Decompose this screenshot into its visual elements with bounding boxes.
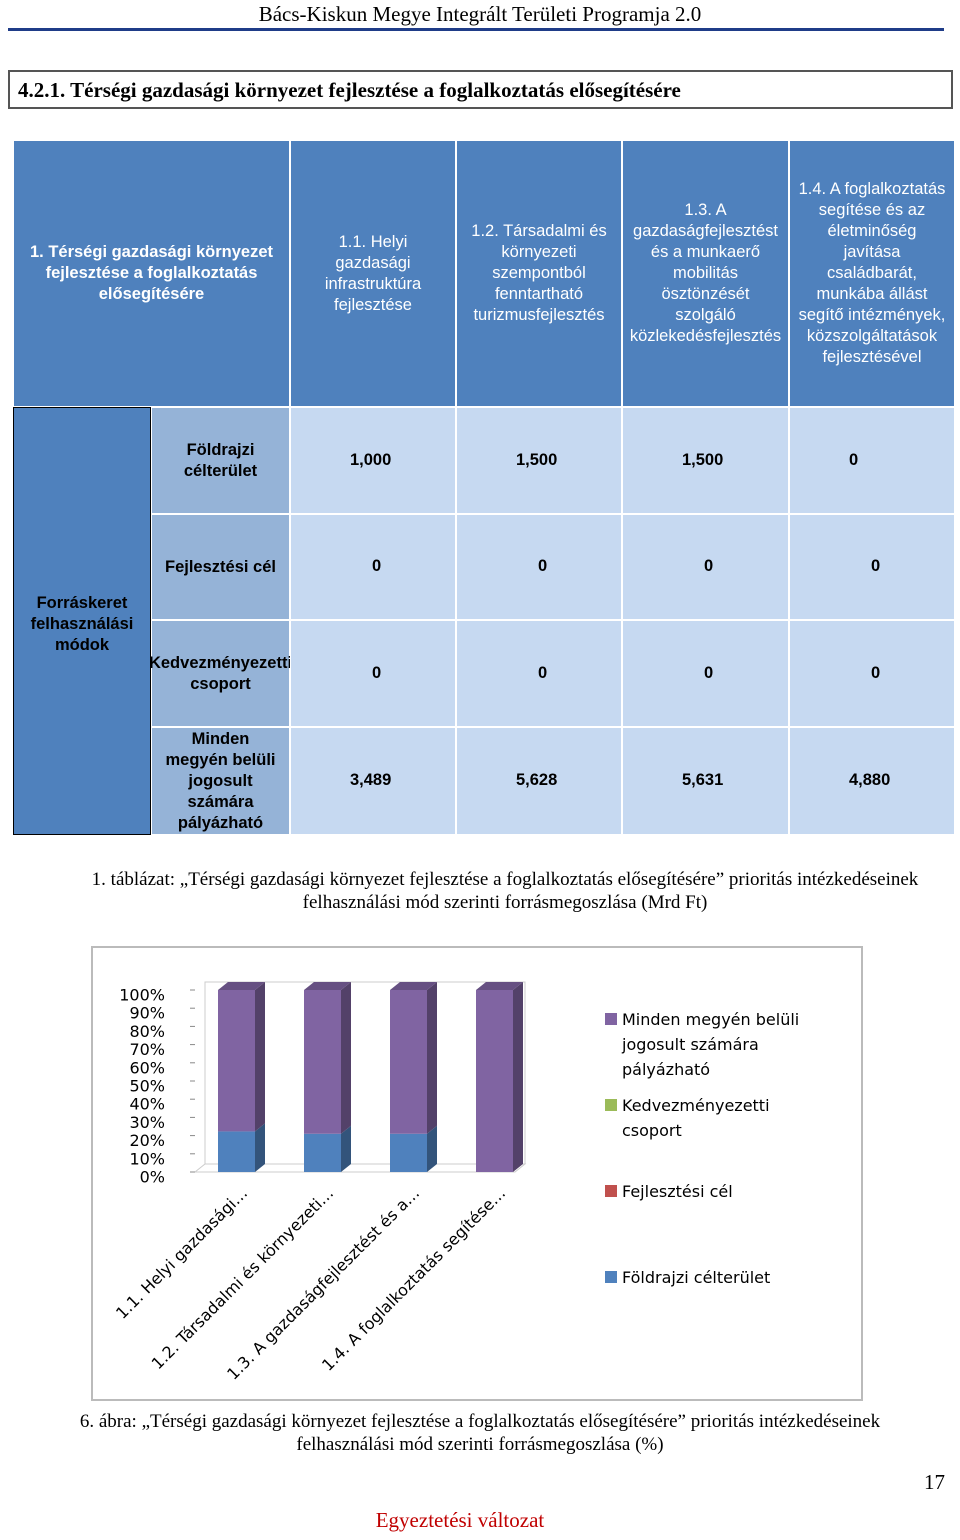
bar [218, 990, 255, 1132]
bar [476, 990, 513, 1172]
data-cell [789, 620, 955, 727]
page-header: Bács-Kiskun Megye Integrált Területi Pro… [258, 2, 702, 26]
legend-swatch [605, 1185, 617, 1197]
bar [304, 990, 341, 1134]
cell-value: 0 [871, 557, 881, 575]
bar-side [513, 982, 523, 1172]
cell-value: 0 [372, 557, 382, 575]
y-tick-label: 40% [129, 1095, 165, 1114]
bar-top [390, 982, 437, 990]
table: 1. Térségi gazdasági környezet fejleszté… [13, 140, 955, 835]
legend-label: Földrajzi célterület [622, 1268, 770, 1287]
table-header-cell: 1.2. Társadalmi és környezeti szempontbó… [456, 140, 622, 407]
table-caption: 1. táblázat: „Térségi gazdasági környeze… [91, 869, 919, 913]
cell-value: 4,880 [849, 771, 891, 789]
bar-side [427, 982, 437, 1134]
legend-swatch [605, 1099, 617, 1111]
bar [304, 1133, 341, 1172]
data-cell [789, 407, 955, 514]
legend-label: Minden megyén belüli jogosult számára pály… [621, 1010, 799, 1079]
page-number: 17 [924, 1470, 945, 1494]
y-tick-label: 100% [119, 986, 165, 1005]
y-tick-label: 10% [129, 1149, 165, 1168]
cell-value: 0 [704, 663, 714, 682]
cell-value: 0 [871, 663, 881, 682]
y-tick-label: 50% [129, 1077, 165, 1096]
cell-value: 5,628 [516, 771, 558, 789]
y-tick-label: 60% [129, 1058, 165, 1077]
table-header-cell: 1. Térségi gazdasági környezet fejleszté… [13, 140, 290, 407]
cell-value: 1,000 [350, 450, 392, 469]
cell-value: 0 [849, 450, 859, 469]
data-cell [622, 620, 789, 727]
cell-value: 0 [704, 557, 714, 575]
y-tick-label: 30% [129, 1113, 165, 1132]
bar-top [218, 982, 265, 990]
y-tick-label: 70% [129, 1040, 165, 1059]
data-cell [622, 407, 789, 514]
side-label: Forráskeret felhasználási módok [30, 594, 134, 654]
table-header-cell: 1.3. A gazdaságfejlesztést és a munkaerő… [622, 140, 789, 407]
data-cell [456, 727, 622, 835]
legend-label: Fejlesztési cél [622, 1182, 733, 1201]
cell-value: 0 [538, 557, 548, 575]
data-cell [622, 514, 789, 620]
bar-side [341, 982, 351, 1134]
data-cell [290, 407, 456, 514]
data-cell [456, 514, 622, 620]
data-cell [290, 514, 456, 620]
side-cell [13, 407, 151, 835]
bar-side [255, 1123, 265, 1172]
data-cell [789, 727, 955, 835]
data-cell [789, 514, 955, 620]
legend-swatch [605, 1271, 617, 1283]
data-cell [456, 620, 622, 727]
row-label: Kedvezményezetti csoport [149, 620, 292, 727]
cell-value: 1,500 [516, 450, 558, 469]
legend-label: Kedvezményezetti csoport [622, 1096, 770, 1140]
legend-swatch [605, 1013, 617, 1025]
cell-value: 5,631 [682, 771, 724, 789]
cell-value: 0 [372, 663, 382, 682]
cell-value: 0 [538, 663, 548, 682]
data-cell [456, 407, 622, 514]
bar-side [341, 1125, 351, 1172]
y-tick-label: 0% [140, 1168, 165, 1187]
figure-caption: 6. ábra: „Térségi gazdasági környezet fe… [79, 1411, 881, 1455]
bar-side [427, 1125, 437, 1172]
chart: 0%10%20%30%40%50%60%70%80%90%100%1.1. He… [91, 946, 863, 1401]
y-tick-label: 80% [129, 1022, 165, 1041]
row-label: Minden megyén belüli jogosult számára pá… [151, 727, 290, 835]
y-tick-label: 20% [129, 1131, 165, 1150]
bar [218, 1131, 255, 1172]
data-cell [622, 727, 789, 835]
cell-value: 3,489 [350, 771, 392, 789]
bar-top [304, 982, 351, 990]
row-label: Fejlesztési cél [151, 514, 290, 620]
footer: Egyeztetési változat [375, 1508, 545, 1532]
bar [390, 1133, 427, 1172]
header-rule [8, 28, 944, 31]
bar [390, 990, 427, 1134]
section-title: 4.2.1. Térségi gazdasági környezet fejle… [8, 70, 953, 109]
row-label: Földrajzi célterület [151, 407, 290, 514]
bar-top [476, 982, 523, 990]
y-tick-label: 90% [129, 1004, 165, 1023]
data-cell [290, 620, 456, 727]
bar-side [255, 982, 265, 1132]
table-header-cell: 1.4. A foglalkoztatás segítése és az éle… [789, 140, 955, 407]
table-header-cell: 1.1. Helyi gazdasági infrastruktúra fejl… [290, 140, 456, 407]
cell-value: 1,500 [682, 450, 724, 469]
data-cell [290, 727, 456, 835]
